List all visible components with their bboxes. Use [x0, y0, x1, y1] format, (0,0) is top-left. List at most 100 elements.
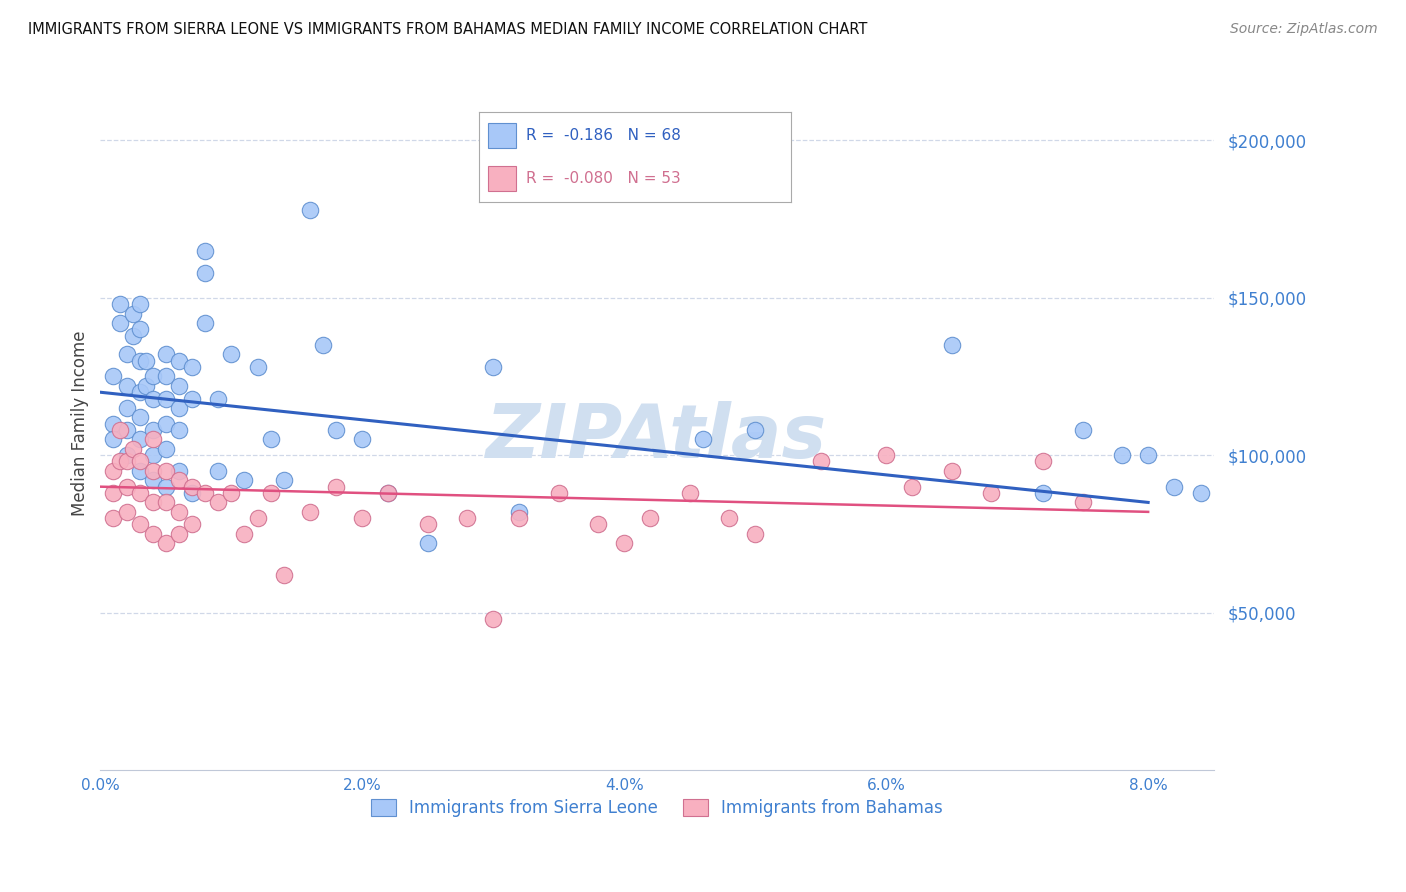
Point — [233, 474, 256, 488]
Point — [142, 527, 165, 541]
Point — [194, 316, 217, 330]
Point — [298, 505, 321, 519]
Text: ZIPAtlas: ZIPAtlas — [486, 401, 828, 474]
Point — [377, 486, 399, 500]
Point — [194, 266, 217, 280]
Point — [103, 486, 125, 500]
Point — [167, 423, 190, 437]
Point — [167, 401, 190, 415]
Point — [167, 527, 190, 541]
Point — [128, 410, 150, 425]
Point — [744, 527, 766, 541]
Point — [108, 297, 131, 311]
Point — [155, 442, 177, 456]
Point — [115, 448, 138, 462]
Point — [875, 448, 897, 462]
Point — [194, 486, 217, 500]
Point — [181, 480, 204, 494]
Point — [142, 433, 165, 447]
Point — [103, 464, 125, 478]
Point — [1163, 480, 1185, 494]
Point — [128, 486, 150, 500]
Point — [155, 369, 177, 384]
Point — [416, 536, 439, 550]
Point — [508, 505, 530, 519]
Point — [167, 474, 190, 488]
Point — [155, 495, 177, 509]
Point — [128, 385, 150, 400]
Point — [456, 511, 478, 525]
Point — [128, 454, 150, 468]
Point — [207, 464, 229, 478]
Point — [482, 612, 505, 626]
Point — [679, 486, 702, 500]
Text: IMMIGRANTS FROM SIERRA LEONE VS IMMIGRANTS FROM BAHAMAS MEDIAN FAMILY INCOME COR: IMMIGRANTS FROM SIERRA LEONE VS IMMIGRAN… — [28, 22, 868, 37]
Point — [640, 511, 662, 525]
Point — [128, 353, 150, 368]
Point — [508, 511, 530, 525]
Point — [194, 244, 217, 258]
Point — [155, 392, 177, 406]
Point — [207, 495, 229, 509]
Point — [377, 486, 399, 500]
Point — [142, 369, 165, 384]
Point — [1215, 505, 1237, 519]
Point — [135, 353, 157, 368]
Point — [142, 474, 165, 488]
Point — [167, 464, 190, 478]
Point — [167, 379, 190, 393]
Point — [810, 454, 832, 468]
Point — [980, 486, 1002, 500]
Point — [1137, 448, 1160, 462]
Point — [115, 379, 138, 393]
Point — [142, 464, 165, 478]
Point — [155, 464, 177, 478]
Point — [221, 486, 243, 500]
Point — [155, 536, 177, 550]
Point — [1071, 423, 1094, 437]
Point — [122, 307, 145, 321]
Point — [115, 401, 138, 415]
Point — [142, 392, 165, 406]
Legend: Immigrants from Sierra Leone, Immigrants from Bahamas: Immigrants from Sierra Leone, Immigrants… — [364, 792, 950, 824]
Point — [207, 392, 229, 406]
Point — [221, 347, 243, 361]
Point — [155, 480, 177, 494]
Point — [1071, 495, 1094, 509]
Point — [1189, 486, 1212, 500]
Point — [181, 486, 204, 500]
Point — [115, 480, 138, 494]
Point — [108, 423, 131, 437]
Point — [547, 486, 569, 500]
Point — [586, 517, 609, 532]
Point — [325, 480, 347, 494]
Point — [103, 511, 125, 525]
Text: Source: ZipAtlas.com: Source: ZipAtlas.com — [1230, 22, 1378, 37]
Point — [115, 505, 138, 519]
Point — [1032, 454, 1054, 468]
Point — [482, 359, 505, 374]
Point — [312, 338, 335, 352]
Point — [181, 359, 204, 374]
Point — [692, 433, 714, 447]
Point — [142, 423, 165, 437]
Point — [298, 202, 321, 217]
Point — [128, 322, 150, 336]
Point — [744, 423, 766, 437]
Point — [352, 433, 374, 447]
Point — [901, 480, 924, 494]
Point — [941, 338, 963, 352]
Point — [142, 495, 165, 509]
Point — [246, 359, 269, 374]
Point — [142, 448, 165, 462]
Point — [181, 392, 204, 406]
Point — [167, 353, 190, 368]
Point — [128, 433, 150, 447]
Point — [115, 423, 138, 437]
Point — [718, 511, 741, 525]
Point — [416, 517, 439, 532]
Point — [1032, 486, 1054, 500]
Point — [233, 527, 256, 541]
Point — [115, 454, 138, 468]
Point — [103, 369, 125, 384]
